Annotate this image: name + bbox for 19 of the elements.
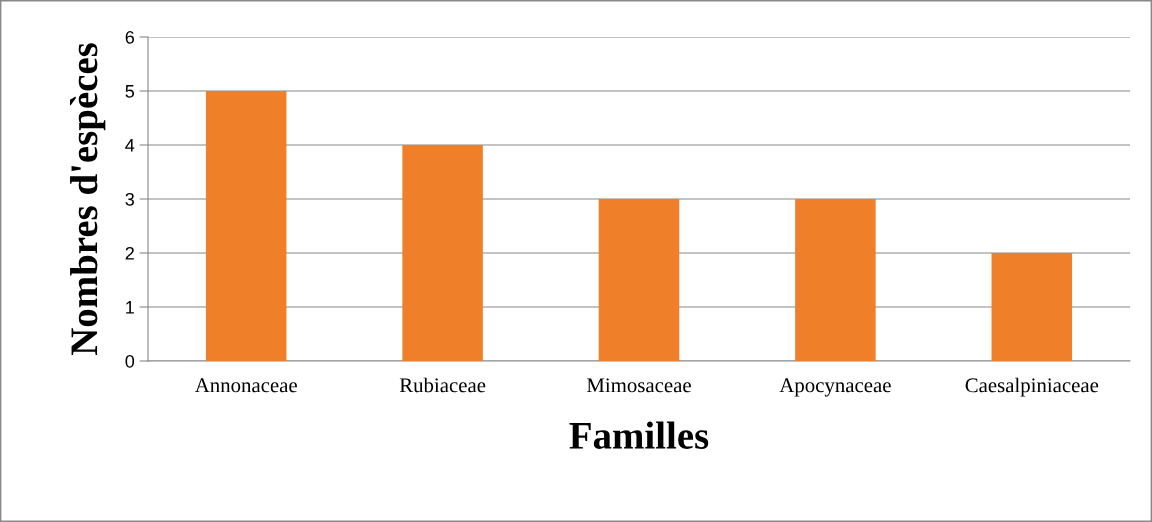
y-tick-label: 2 [125,246,134,260]
bar [402,145,483,361]
bar [795,199,876,361]
y-tick-label: 0 [125,354,135,368]
y-tick-label: 4 [125,139,135,152]
x-axis-title: Familles [569,421,709,449]
x-tick-label: Mimosaceae [586,378,691,393]
y-tick-label: 6 [125,30,135,44]
y-axis-title: Nombres d'espèces [70,43,106,356]
x-tick-label: Apocynaceae [779,378,891,397]
bar [991,253,1073,361]
y-tick-label: 3 [125,192,135,206]
x-tick-label: Rubiaceae [399,377,486,393]
y-tick-label: 1 [126,301,134,314]
y-tick-label: 5 [125,85,135,98]
bar [598,199,680,361]
bar [205,91,287,361]
x-tick-label: Caesalpiniaceae [965,377,1099,397]
x-tick-label: Annonaceae [194,378,297,393]
